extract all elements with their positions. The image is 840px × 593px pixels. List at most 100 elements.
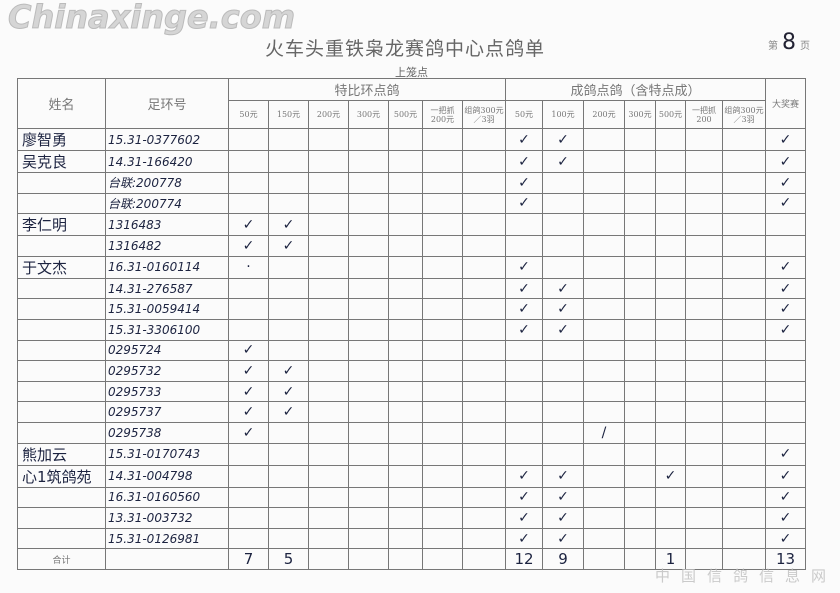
check-mark-cell (583, 401, 625, 423)
check-mark-cell: ✓ (268, 213, 309, 237)
check-mark-cell (685, 360, 723, 382)
table-row: 李仁明 1316483 ✓ ✓ (17, 213, 806, 237)
owner-name (17, 318, 106, 341)
check-mark-cell: ✓ (505, 298, 543, 320)
check-mark-cell (655, 150, 686, 173)
check-mark-cell: ✓ (765, 318, 806, 341)
total-value: 7 (228, 548, 269, 570)
owner-name: 心1筑鸽苑 (17, 464, 106, 488)
owner-name (17, 507, 106, 529)
table-row: 15.31-0126981 ✓ ✓ ✓ (17, 527, 806, 550)
check-mark-cell: ✓ (542, 277, 584, 300)
check-mark-cell (765, 339, 806, 362)
check-mark-cell (348, 486, 389, 509)
check-mark-cell: ✓ (505, 318, 543, 341)
check-mark-cell (583, 150, 625, 173)
check-mark-cell (348, 277, 389, 300)
check-mark-cell (685, 380, 723, 403)
check-mark-cell (348, 318, 389, 341)
check-mark-cell (505, 339, 543, 362)
check-mark-cell (228, 298, 269, 320)
check-mark-cell (583, 128, 625, 151)
subheader-group1_cols-1: 150元 (268, 100, 309, 129)
check-mark-cell: ✓ (765, 150, 806, 173)
check-mark-cell (765, 401, 806, 423)
check-mark-cell (624, 464, 656, 488)
check-mark-cell: ✓ (228, 213, 269, 237)
check-mark-cell (655, 380, 686, 403)
owner-name: 熊加云 (17, 442, 106, 466)
check-mark-cell (685, 339, 723, 362)
total-value (583, 548, 625, 570)
check-mark-cell: ✓ (542, 128, 584, 151)
check-mark-cell (685, 421, 723, 444)
check-mark-cell: ✓ (505, 128, 543, 151)
subheader-group1_cols-5: 一把抓200元 (422, 100, 463, 129)
check-mark-cell (685, 213, 723, 237)
check-mark-cell: ✓ (765, 507, 806, 529)
check-mark-cell: ✓ (505, 172, 543, 194)
check-mark-cell: ✓ (765, 255, 806, 279)
check-mark-cell (462, 255, 506, 279)
check-mark-cell (388, 464, 423, 488)
check-mark-cell (722, 255, 766, 279)
check-mark-cell (462, 213, 506, 237)
check-mark-cell: ✓ (505, 192, 543, 215)
total-value: 9 (542, 548, 584, 570)
check-mark-cell (462, 442, 506, 466)
check-mark-cell (583, 172, 625, 194)
ring-number: 16.31-0160114 (105, 255, 229, 279)
check-mark-cell: ✓ (542, 298, 584, 320)
check-mark-cell (722, 360, 766, 382)
check-mark-cell (268, 486, 309, 509)
ring-number: 0295737 (105, 401, 229, 423)
check-mark-cell (542, 339, 584, 362)
total-value (308, 548, 349, 570)
check-mark-cell: ✓ (505, 150, 543, 173)
ring-number: 0295724 (105, 339, 229, 362)
check-mark-cell: ✓ (542, 150, 584, 173)
owner-name: 于文杰 (17, 255, 106, 279)
check-mark-cell (655, 486, 686, 509)
ring-number: 15.31-0126981 (105, 527, 229, 550)
check-mark-cell: ✓ (228, 339, 269, 362)
check-mark-cell (268, 339, 309, 362)
check-mark-cell (624, 277, 656, 300)
check-mark-cell (722, 192, 766, 215)
check-mark-cell (542, 172, 584, 194)
check-mark-cell (462, 401, 506, 423)
check-mark-cell (722, 298, 766, 320)
check-mark-cell (348, 360, 389, 382)
check-mark-cell (308, 421, 349, 444)
check-mark-cell (422, 128, 463, 151)
check-mark-cell (624, 213, 656, 237)
check-mark-cell (462, 527, 506, 550)
check-mark-cell: ✓ (765, 486, 806, 509)
check-mark-cell (268, 318, 309, 341)
check-mark-cell (228, 128, 269, 151)
check-mark-cell (722, 486, 766, 509)
check-mark-cell (765, 380, 806, 403)
check-mark-cell (308, 192, 349, 215)
owner-name: 吴克良 (17, 150, 106, 173)
check-mark-cell (655, 235, 686, 257)
check-mark-cell (308, 380, 349, 403)
check-mark-cell: / (583, 421, 625, 444)
check-mark-cell (308, 442, 349, 466)
check-mark-cell (685, 527, 723, 550)
ring-number: 1316483 (105, 213, 229, 237)
check-mark-cell (583, 277, 625, 300)
total-ring-empty (105, 548, 229, 570)
check-mark-cell (624, 128, 656, 151)
check-mark-cell: ✓ (268, 401, 309, 423)
check-mark-cell (655, 128, 686, 151)
subheader-group2_cols-1: 100元 (542, 100, 584, 129)
check-mark-cell (624, 235, 656, 257)
check-mark-cell (685, 150, 723, 173)
check-mark-cell (422, 339, 463, 362)
check-mark-cell (388, 442, 423, 466)
check-mark-cell (722, 318, 766, 341)
check-mark-cell (583, 360, 625, 382)
check-mark-cell (308, 339, 349, 362)
